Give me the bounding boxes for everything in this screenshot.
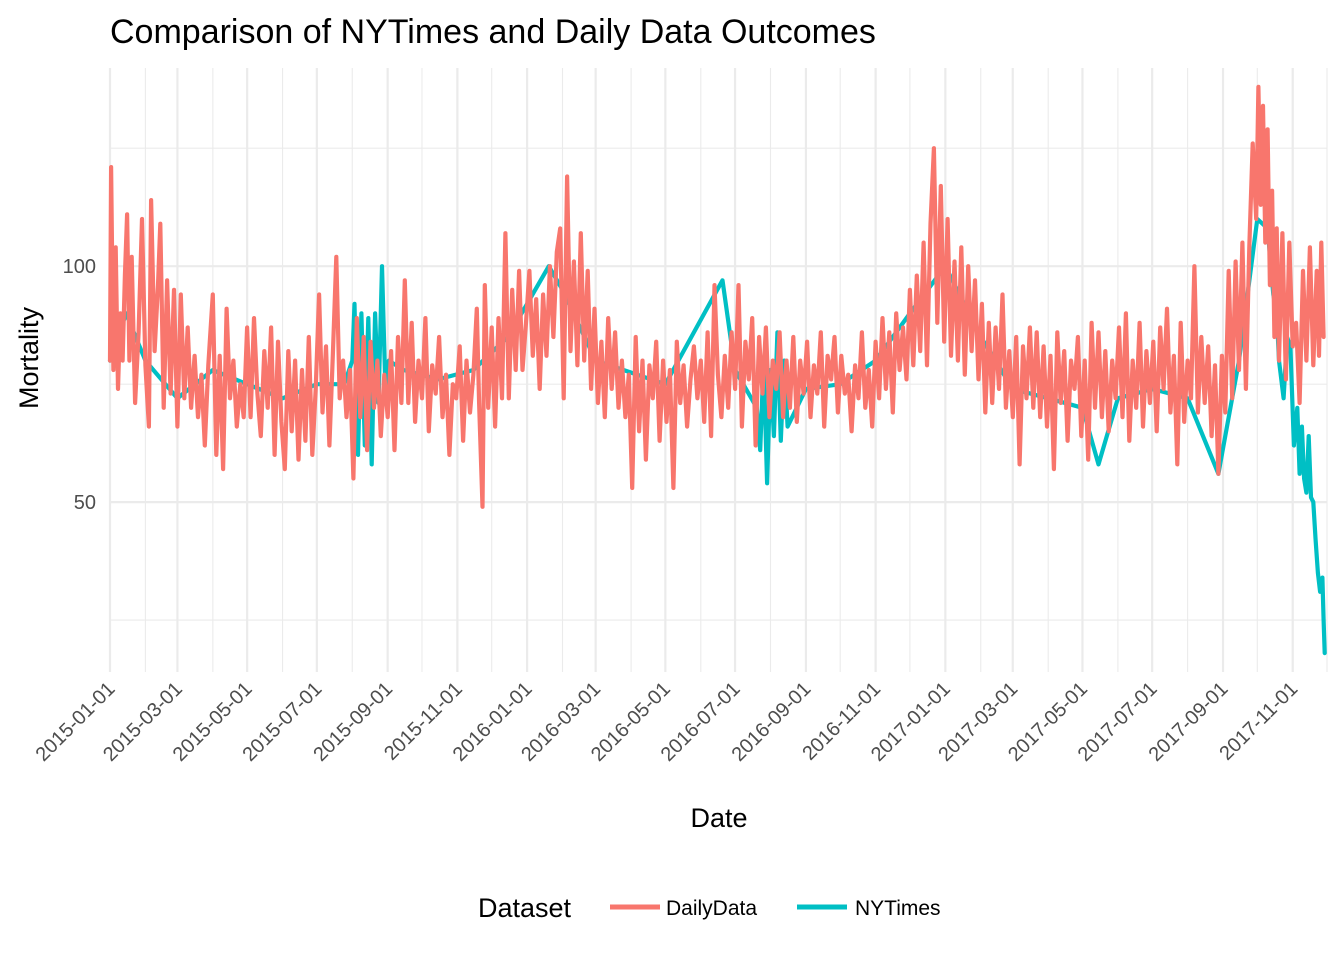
series-line-dailydata [107,84,1326,509]
legend-title: Dataset [478,893,572,923]
series-line-nytimes [107,216,1327,656]
series-lines [107,84,1327,656]
legend-label-nytimes: NYTimes [855,897,941,920]
y-axis-title: Mortality [14,306,44,409]
x-axis: 2015-01-012015-03-012015-05-012015-07-01… [32,678,1303,766]
x-axis-title: Date [690,803,747,833]
y-axis: 50 100 [63,256,96,514]
y-tick-label: 100 [63,256,96,278]
chart-title: Comparison of NYTimes and Daily Data Out… [110,13,876,51]
y-tick-label: 50 [74,492,96,514]
legend-label-dailydata: DailyData [666,897,757,920]
legend: Dataset DailyData NYTimes [478,893,941,923]
